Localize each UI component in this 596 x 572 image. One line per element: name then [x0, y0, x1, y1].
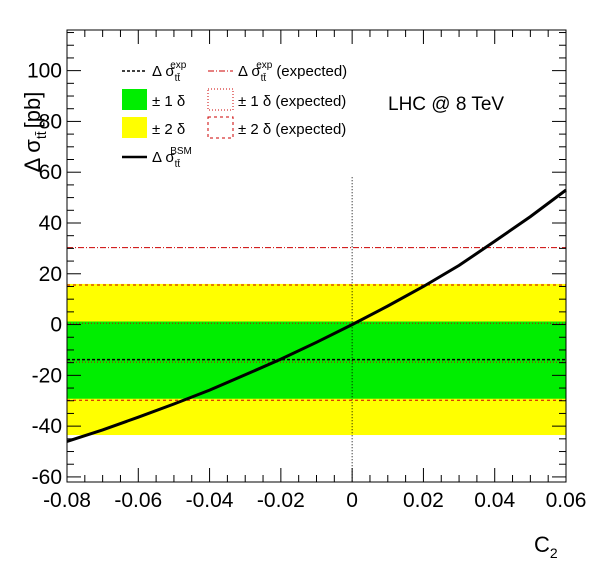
legend-one-sigma-exp-swatch [207, 88, 234, 111]
legend-exp-label: Δ σtt̄exp (expected) [238, 60, 347, 84]
y-tick-label: 100 [27, 60, 62, 83]
x-tick-label: 0 [346, 489, 358, 512]
legend-two-sigma-exp-label: ± 2 δ (expected) [238, 121, 346, 138]
legend-bsm-label: Δ σtt̄BSM [152, 146, 192, 170]
x-tick-label: -0.02 [257, 489, 305, 512]
plot-area [66, 177, 567, 482]
y-tick-label: 20 [39, 263, 62, 286]
x-tick-label: -0.04 [186, 489, 234, 512]
x-tick-label: 0.04 [474, 489, 515, 512]
y-tick-label: -20 [32, 364, 62, 387]
y-tick-label: 80 [39, 110, 62, 133]
legend-one-sigma-swatch [122, 89, 147, 110]
y-tick-label: -60 [32, 466, 62, 489]
energy-annotation: LHC @ 8 TeV [388, 94, 504, 115]
one-sigma-band [67, 321, 566, 399]
y-tick-label: 0 [50, 314, 62, 337]
x-tick-label: -0.06 [114, 489, 162, 512]
legend-one-sigma-label: ± 1 δ [152, 93, 185, 110]
y-tick-label: 40 [39, 212, 62, 235]
bsm-curve [66, 188, 567, 443]
x-tick-label: 0.06 [546, 489, 587, 512]
legend-two-sigma-swatch [122, 117, 147, 138]
y-axis-title: Δ σtt̄[pb] [20, 92, 49, 173]
legend: Δ σtt̄exp Δ σtt̄exp (expected) ± 1 δ ± 1 δ (… [122, 60, 347, 170]
legend-two-sigma-label: ± 2 δ [152, 121, 185, 138]
legend-one-sigma-exp-label: ± 1 δ (expected) [238, 93, 346, 110]
y-tick-label: 60 [39, 161, 62, 184]
axes: -0.08 -0.06 -0.04 -0.02 0 0.02 0.04 0.06 -60 -40 -… [20, 29, 587, 561]
x-tick-label: -0.08 [43, 489, 91, 512]
legend-two-sigma-exp-swatch [207, 116, 234, 139]
x-tick-label: 0.02 [403, 489, 444, 512]
legend-obs-label: Δ σtt̄exp [152, 60, 187, 84]
x-axis-title: C2 [534, 532, 558, 561]
y-tick-label: -40 [32, 415, 62, 438]
